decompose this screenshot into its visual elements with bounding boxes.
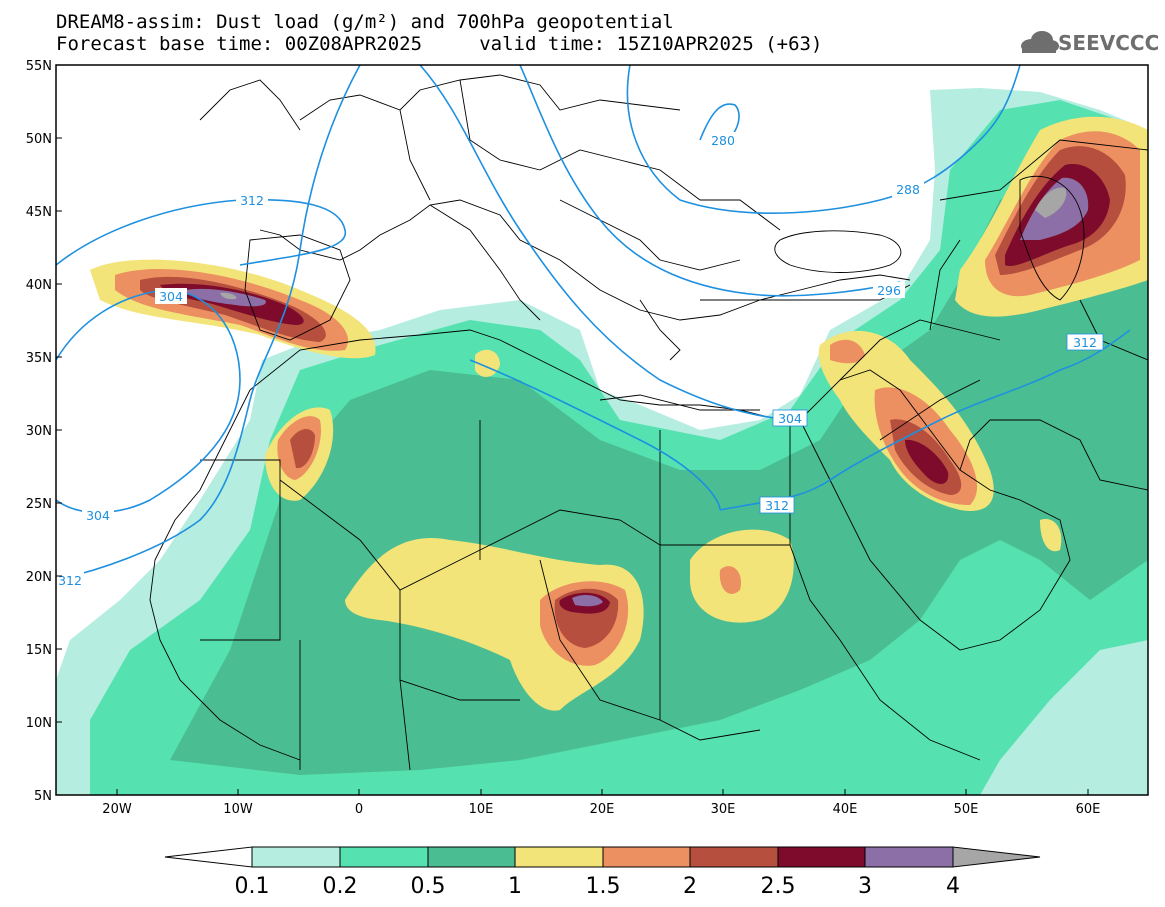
lon-label: 20W [102,802,132,817]
chart-title: DREAM8-assim: Dust load (g/m²) and 700hP… [56,11,674,33]
colorbar-label: 3 [858,874,872,899]
colorbar-label: 0.5 [410,874,446,899]
contour-label-280: 280 [707,132,739,148]
lon-label: 40E [833,802,858,817]
svg-text:312: 312 [1073,335,1097,350]
lat-label: 10N [26,716,52,731]
colorbar-bin-3 [864,846,954,868]
lon-label: 0 [355,802,363,817]
lat-label: 20N [26,570,52,585]
lat-label: 5N [34,789,52,804]
colorbar-label: 2 [683,874,697,899]
lat-label: 30N [26,424,52,439]
svg-text:304: 304 [778,411,802,426]
lon-label: 10W [223,802,253,817]
forecast-time-line: Forecast base time: 00Z08APR2025 valid t… [56,33,823,55]
lon-label: 30E [711,802,736,817]
svg-text:304: 304 [86,508,110,523]
svg-text:304: 304 [159,289,183,304]
lat-label: 50N [26,132,52,147]
contour-label-312-southwest: 312 [56,572,84,588]
colorbar-bin-0.2 [339,846,429,868]
svg-text:280: 280 [711,133,735,148]
lon-label: 10E [469,802,494,817]
longitude-labels: 20W 10W 0 10E 20E 30E 40E 50E 60E [102,802,1100,817]
lat-label: 55N [26,59,52,74]
colorbar-under-triangle [164,846,253,868]
colorbar-label: 0.1 [234,874,270,899]
lat-label: 25N [26,497,52,512]
lat-label: 45N [26,205,52,220]
svg-text:312: 312 [58,573,82,588]
colorbar-bin-2 [689,846,779,868]
colorbar-bin-1.5 [602,846,691,868]
contour-label-312-east: 312 [1066,333,1104,351]
svg-text:296: 296 [877,283,901,298]
contour-label-296: 296 [873,282,905,298]
contour-label-304-iberia: 304 [155,288,187,304]
svg-text:312: 312 [240,193,264,208]
contour-label-288: 288 [892,181,924,197]
dust-level-4 [220,187,1067,300]
lat-label: 15N [26,643,52,658]
cloud-icon [1021,31,1059,53]
colorbar-over-triangle [952,846,1041,868]
colorbar-label: 0.2 [322,874,358,899]
contour-label-312-sudan: 312 [759,496,795,514]
svg-text:312: 312 [765,498,789,513]
lat-label: 35N [26,351,52,366]
colorbar-bin-0.5 [427,846,516,868]
svg-text:288: 288 [896,182,920,197]
contour-label-304-egypt: 304 [772,409,808,427]
contour-label-304-atlantic: 304 [82,507,114,523]
contour-label-312-west: 312 [236,192,268,208]
latitude-labels: 55N 50N 45N 40N 35N 30N 25N 20N 15N 10N … [26,59,52,804]
colorbar-label: 1.5 [585,874,621,899]
logo-text: SEEVCCC [1058,31,1160,55]
colorbar-label: 4 [946,874,960,899]
colorbar-bin-0.1 [251,846,341,868]
geopotential-contours [56,65,1131,581]
colorbar-bin-1 [514,846,604,868]
country-boundaries [149,74,1148,771]
lat-label: 40N [26,278,52,293]
lon-label: 20E [590,802,615,817]
logo [1021,31,1059,53]
lon-label: 50E [954,802,979,817]
colorbar-label: 2.5 [760,874,796,899]
colorbar-label: 1 [508,874,522,899]
tick-marks [56,64,1089,795]
contour-labels: 312 304 304 312 280 288 296 312 304 312 [56,132,1104,588]
colorbar [164,846,1041,868]
dust-field: 312 304 304 312 280 288 296 312 304 312 [56,65,1148,795]
colorbar-bin-2.5 [777,846,866,868]
lon-label: 60E [1076,802,1101,817]
